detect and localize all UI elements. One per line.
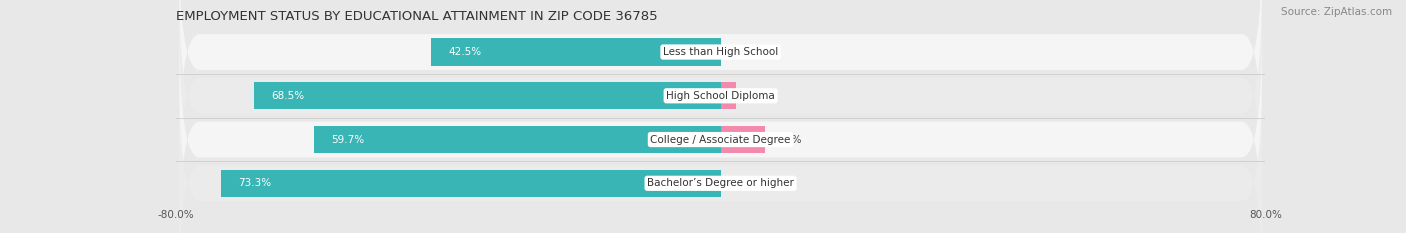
Text: 42.5%: 42.5%: [449, 47, 481, 57]
Text: Source: ZipAtlas.com: Source: ZipAtlas.com: [1281, 7, 1392, 17]
Text: EMPLOYMENT STATUS BY EDUCATIONAL ATTAINMENT IN ZIP CODE 36785: EMPLOYMENT STATUS BY EDUCATIONAL ATTAINM…: [176, 10, 658, 23]
Bar: [254, 82, 721, 109]
FancyBboxPatch shape: [179, 0, 1263, 165]
FancyBboxPatch shape: [179, 26, 1263, 233]
Text: Less than High School: Less than High School: [664, 47, 778, 57]
Bar: [721, 82, 735, 109]
FancyBboxPatch shape: [179, 70, 1263, 233]
Bar: [721, 126, 765, 153]
Text: College / Associate Degree: College / Associate Degree: [651, 134, 790, 144]
Text: 0.0%: 0.0%: [731, 178, 756, 188]
Text: 0.0%: 0.0%: [731, 47, 756, 57]
Bar: [221, 170, 721, 197]
Bar: [432, 38, 721, 66]
Text: 2.2%: 2.2%: [745, 91, 772, 101]
Bar: [314, 126, 721, 153]
Text: 59.7%: 59.7%: [330, 134, 364, 144]
Text: 73.3%: 73.3%: [239, 178, 271, 188]
Text: 68.5%: 68.5%: [271, 91, 304, 101]
Text: High School Diploma: High School Diploma: [666, 91, 775, 101]
FancyBboxPatch shape: [179, 0, 1263, 209]
Text: Bachelor’s Degree or higher: Bachelor’s Degree or higher: [647, 178, 794, 188]
Text: 6.5%: 6.5%: [775, 134, 801, 144]
